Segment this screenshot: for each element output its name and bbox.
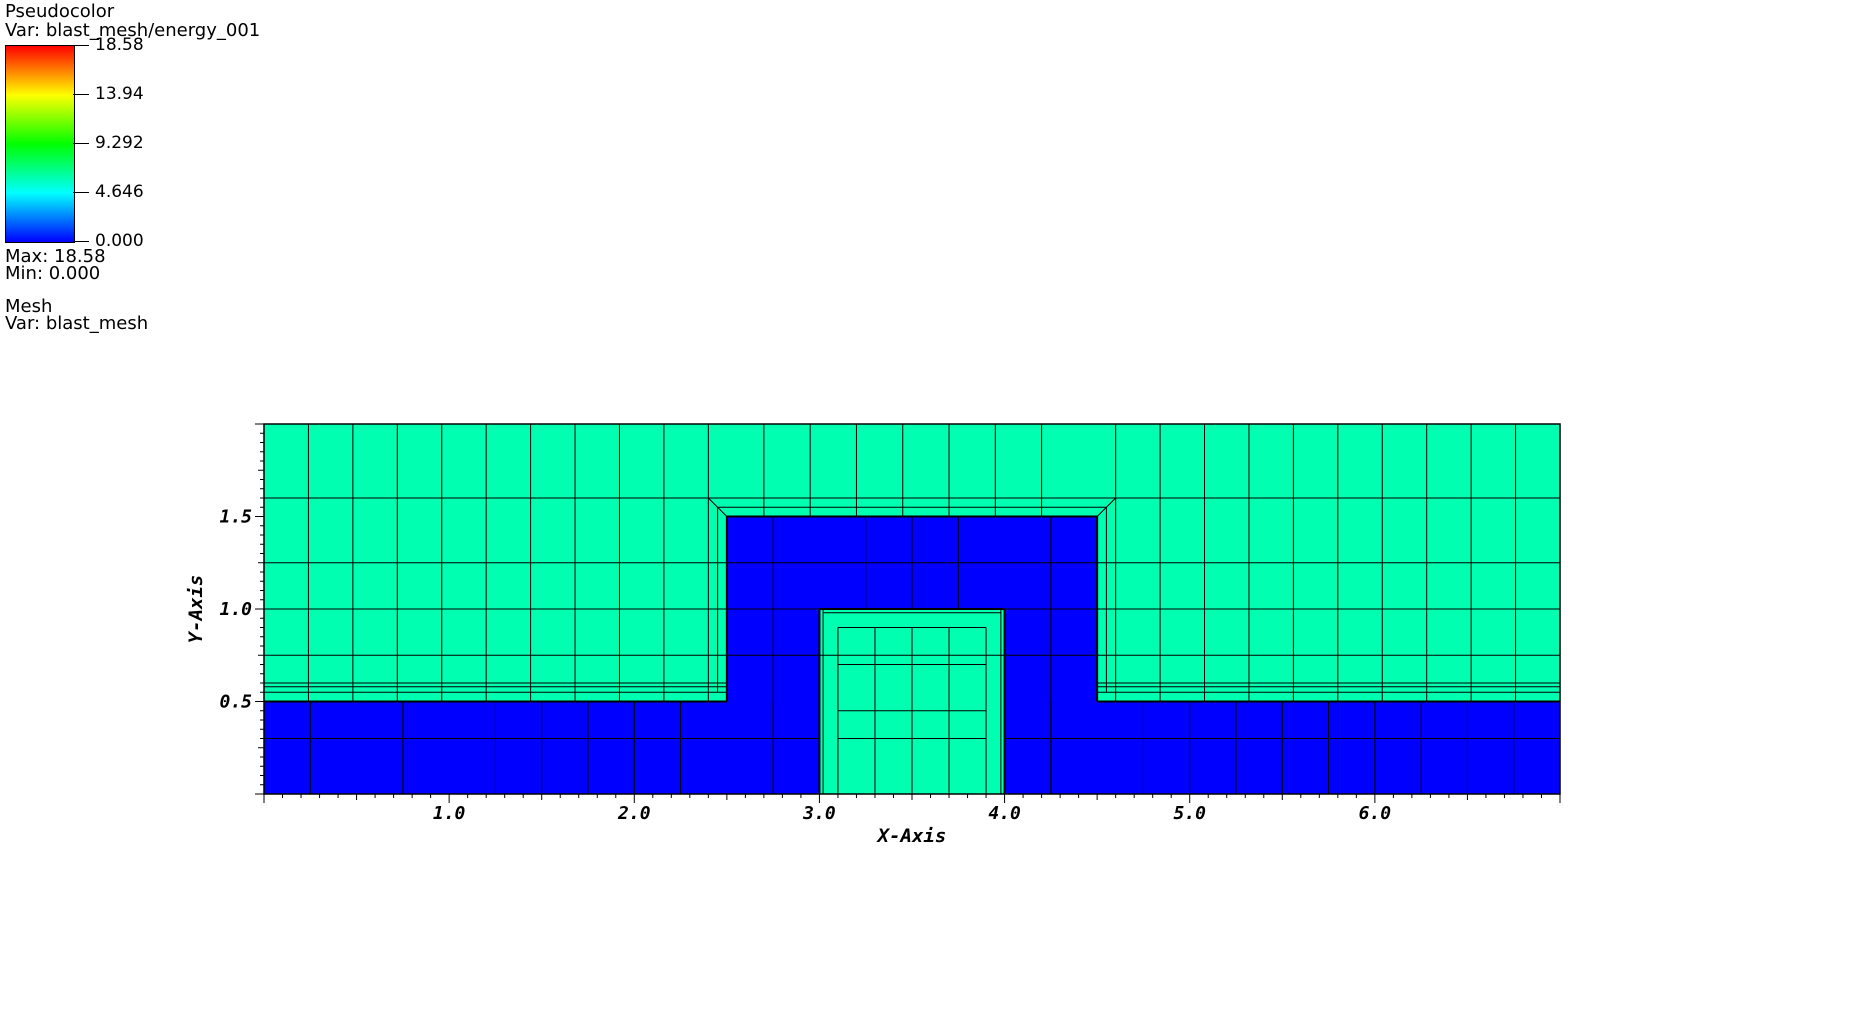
- x-axis-title: X-Axis: [876, 825, 947, 847]
- mesh-title: Mesh: [5, 296, 53, 317]
- pseudocolor-var: Var: blast_mesh/energy_001: [5, 20, 261, 41]
- colorbar-tick-4: [73, 192, 89, 193]
- colorbar: [5, 45, 75, 243]
- mesh-var: Var: blast_mesh: [5, 313, 149, 334]
- colorbar-label: 0.000: [95, 231, 144, 251]
- min-label: Min: 0.000: [5, 263, 101, 284]
- y-tick-label: 1.5: [219, 507, 252, 528]
- x-tick-label: 3.0: [802, 803, 836, 824]
- y-tick-label: 1.0: [219, 599, 252, 620]
- colorbar-tick-5: [73, 241, 89, 242]
- y-tick-label: 0.5: [219, 692, 252, 713]
- x-tick-label: 6.0: [1359, 803, 1392, 824]
- pseudocolor-title: Pseudocolor: [5, 1, 115, 22]
- x-tick-label: 2.0: [617, 803, 651, 824]
- colorbar-label: 13.94: [95, 84, 144, 104]
- labels-layer: 1.0 2.0 3.0 4.0 5.0 6.0 0.5 1.0 1.5: [219, 507, 1391, 825]
- ticks-layer: [255, 423, 1561, 803]
- colorbar-label: 4.646: [95, 182, 144, 202]
- colorbar-label: 18.58: [95, 35, 144, 55]
- colorbar-tick-1: [73, 45, 89, 46]
- x-tick-label: 5.0: [1173, 803, 1206, 824]
- colorbar-tick-3: [73, 143, 89, 144]
- colorbar-tick-2: [73, 94, 89, 95]
- x-tick-label: 4.0: [988, 803, 1021, 824]
- max-label: Max: 18.58: [5, 246, 106, 267]
- mesh-layer: [264, 424, 1560, 794]
- region-high: [264, 424, 1560, 702]
- x-tick-label: 1.0: [433, 803, 466, 824]
- y-axis-title: Y-Axis: [185, 575, 207, 644]
- colorbar-label: 9.292: [95, 133, 144, 153]
